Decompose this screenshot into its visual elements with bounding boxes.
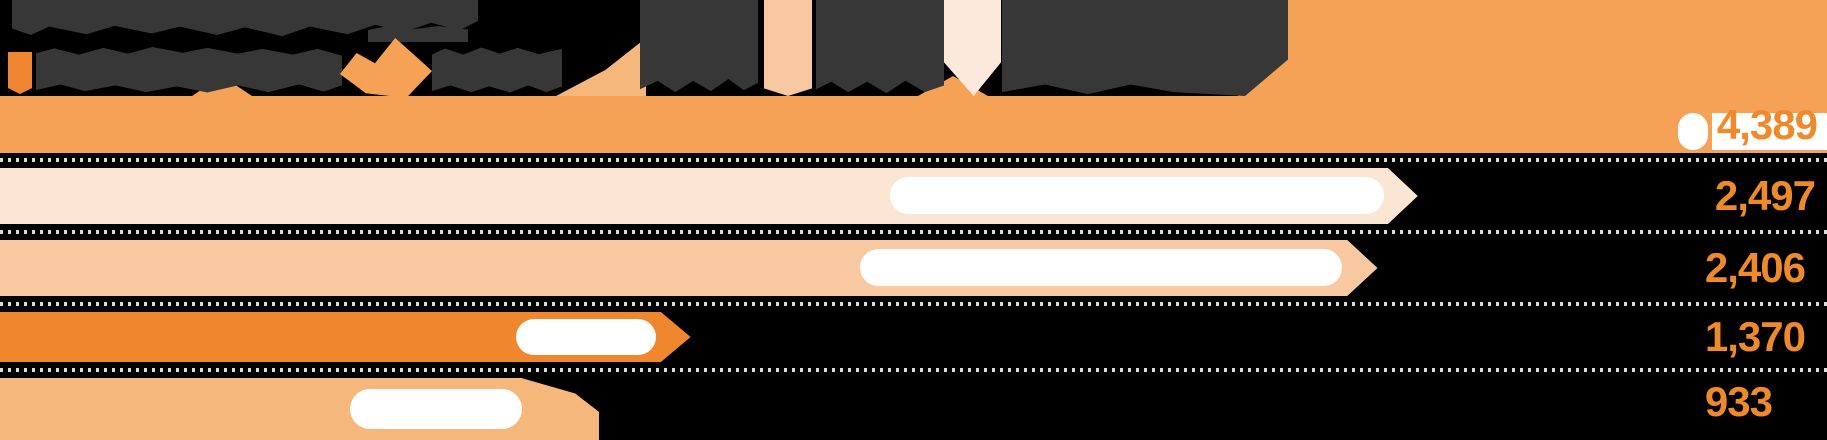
decorative-column: [764, 0, 812, 96]
bar: [0, 378, 600, 440]
cropped-text-column-blob: [816, 0, 944, 94]
stitch-separator-line: [0, 158, 1827, 162]
cropped-legend-text-blob: [36, 46, 342, 93]
bar-inner-pill-cap: [1678, 113, 1708, 150]
bar-inner-pill: [860, 249, 1342, 286]
bar-value-label: 2,406: [1704, 244, 1806, 291]
bar-value-label: 933: [1704, 378, 1773, 425]
cropped-title-text-blob: [368, 26, 468, 42]
bar-inner-pill: [516, 319, 656, 355]
bar-row: 2,497: [0, 168, 1827, 224]
bar-inner-pill: [1712, 113, 1827, 150]
bar: [0, 168, 1418, 224]
legend-color-chip: [8, 52, 32, 94]
decorative-wedge: [556, 38, 646, 96]
stitch-separator-line: [0, 302, 1827, 306]
stitch-separator-line: [0, 230, 1827, 234]
bar-value-label: 4,389: [1716, 100, 1818, 148]
legend-marker-shape: [340, 38, 432, 98]
bar: [0, 240, 1378, 296]
bar-row: 2,406: [0, 240, 1827, 296]
bar-inner-pill: [350, 389, 522, 429]
stitch-separator-line: [0, 368, 1827, 372]
bar: [0, 312, 691, 362]
bar-value-label: 2,497: [1714, 172, 1816, 219]
bar-row: 4,389: [0, 96, 1827, 153]
cropped-text-block-blob: [1002, 0, 1288, 96]
bar-value-label: 1,370: [1704, 313, 1806, 360]
cropped-legend-text-blob: [432, 47, 562, 93]
header-orange-field: [1238, 0, 1827, 97]
bar-inner-pill: [890, 177, 1384, 214]
bar-row: 933: [0, 378, 1827, 440]
cropped-text-column-blob: [640, 0, 758, 93]
bar-row: 1,370: [0, 312, 1827, 362]
bar: [0, 96, 1827, 153]
